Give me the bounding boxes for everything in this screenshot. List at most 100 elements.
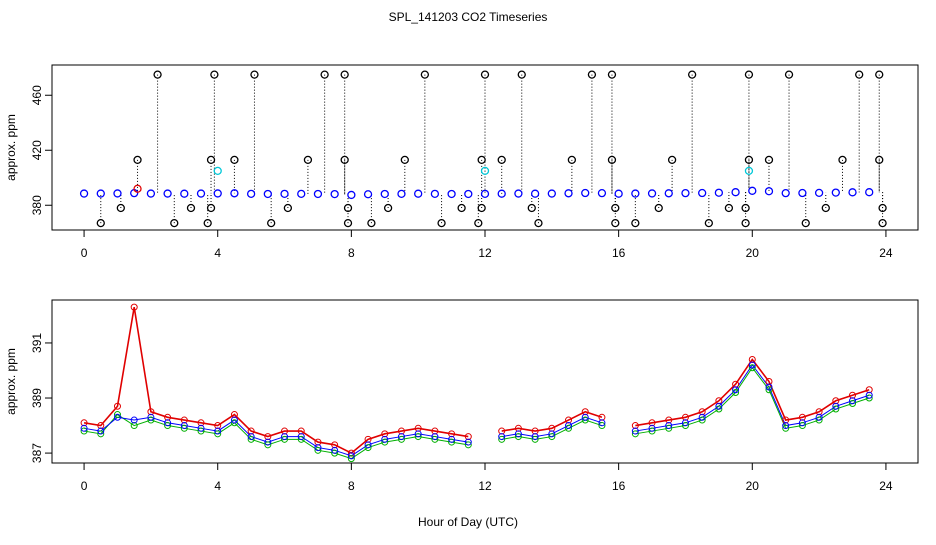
point — [748, 186, 757, 195]
point — [814, 188, 824, 198]
point — [514, 189, 523, 198]
point — [381, 438, 389, 446]
x-tick-label: 20 — [746, 479, 760, 493]
point — [197, 424, 205, 432]
point — [611, 218, 620, 228]
point — [347, 455, 355, 463]
point — [598, 419, 606, 427]
point — [180, 424, 188, 432]
y-axis-label: approx. ppm — [4, 348, 18, 415]
point — [631, 218, 640, 228]
x-tick-label: 4 — [214, 246, 221, 260]
point — [247, 435, 255, 443]
point — [281, 435, 289, 443]
point — [230, 419, 238, 427]
point — [704, 218, 714, 228]
point — [698, 413, 706, 421]
point — [597, 188, 607, 198]
point — [607, 155, 617, 165]
point — [197, 427, 205, 435]
point — [815, 413, 823, 421]
point — [414, 189, 423, 198]
point — [283, 203, 293, 213]
point — [724, 203, 734, 213]
y-tick-label: 391 — [30, 333, 44, 353]
point — [180, 422, 188, 430]
point — [480, 166, 490, 176]
point — [681, 188, 690, 198]
point — [447, 189, 456, 199]
point — [801, 218, 810, 228]
point — [714, 188, 724, 197]
point — [297, 433, 305, 441]
point — [330, 189, 339, 199]
point — [130, 303, 138, 311]
x-tick-label: 24 — [879, 479, 893, 493]
x-tick-label: 4 — [214, 479, 221, 493]
point — [531, 433, 539, 441]
point — [631, 427, 639, 435]
point — [363, 190, 373, 199]
point — [414, 433, 422, 441]
point — [821, 203, 830, 213]
point — [331, 449, 339, 457]
point — [147, 413, 155, 421]
point — [264, 438, 272, 446]
point — [782, 422, 790, 430]
point — [331, 446, 339, 454]
point — [320, 70, 329, 79]
point — [667, 155, 677, 165]
point — [598, 422, 606, 430]
point — [849, 397, 857, 405]
point — [581, 416, 589, 424]
point — [380, 189, 389, 199]
point — [116, 203, 125, 213]
point — [164, 419, 172, 427]
point — [665, 422, 673, 430]
point — [130, 416, 138, 424]
point — [133, 184, 142, 193]
point — [527, 203, 536, 213]
point — [96, 189, 105, 198]
point — [247, 433, 255, 441]
point — [514, 433, 522, 441]
point — [698, 188, 707, 198]
point — [246, 189, 256, 198]
point — [196, 189, 206, 198]
point — [213, 166, 222, 176]
point — [164, 422, 172, 430]
point — [431, 435, 439, 443]
point — [414, 430, 422, 438]
point — [648, 424, 656, 432]
point — [400, 155, 409, 165]
point — [340, 70, 349, 79]
point — [96, 218, 105, 228]
point — [397, 435, 405, 443]
point — [855, 70, 864, 79]
point — [397, 433, 405, 441]
x-tick-label: 0 — [81, 479, 88, 493]
point — [230, 155, 239, 165]
point — [480, 189, 490, 198]
point — [715, 402, 723, 410]
point — [831, 188, 840, 197]
point — [367, 218, 376, 228]
series-line — [83, 366, 870, 460]
point — [480, 70, 490, 79]
point — [517, 70, 526, 79]
point — [477, 203, 486, 213]
point — [313, 189, 323, 199]
point — [607, 70, 617, 79]
point — [878, 218, 887, 228]
point — [146, 189, 156, 198]
point — [741, 218, 750, 228]
x-tick-label: 8 — [348, 246, 355, 260]
point — [420, 70, 430, 79]
point — [343, 203, 353, 213]
point — [186, 203, 196, 213]
point — [314, 446, 322, 454]
point — [744, 70, 754, 79]
point — [784, 70, 794, 79]
point — [631, 430, 639, 438]
point — [875, 155, 884, 165]
